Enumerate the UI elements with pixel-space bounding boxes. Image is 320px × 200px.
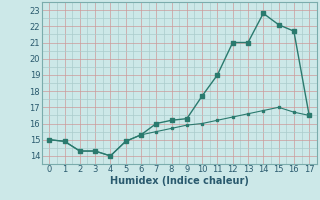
X-axis label: Humidex (Indice chaleur): Humidex (Indice chaleur)	[110, 176, 249, 186]
